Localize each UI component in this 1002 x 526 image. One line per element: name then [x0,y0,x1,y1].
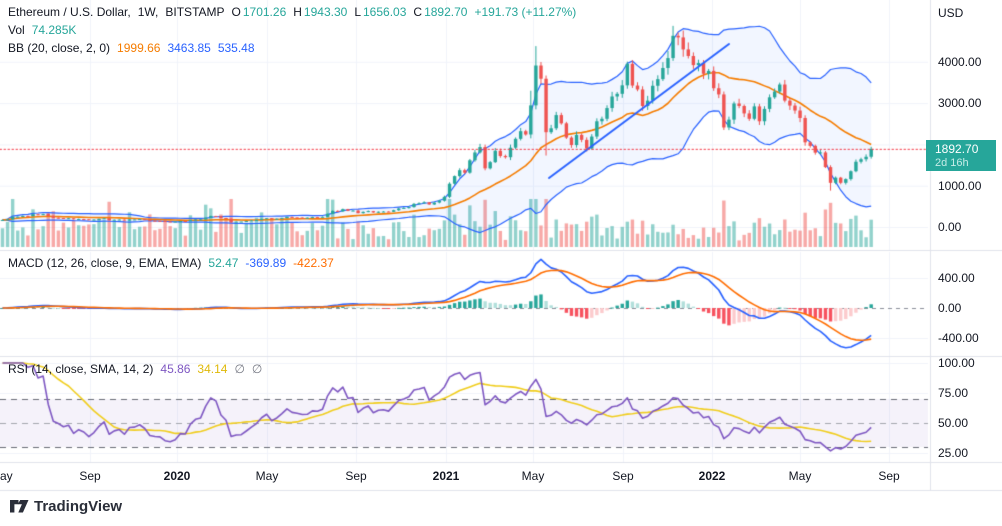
price-axis-tick: 1000.00 [938,178,982,193]
tradingview-logo-text: TradingView [34,498,123,515]
time-axis-tick: Sep [612,469,634,483]
tradingview-logo-icon [10,500,29,513]
current-price-value: 1892.70 [935,142,979,156]
symbol-name: Ethereum / U.S. Dollar, [8,5,131,19]
ohlc-high: H 1943.30 [293,5,348,19]
volume-label: Vol [8,23,25,37]
bollinger-label: BB (20, close, 2, 0) [8,41,111,55]
rsi-legend[interactable]: RSI (14, close, SMA, 14, 2) 45.86 34.14 … [8,362,262,376]
volume-legend[interactable]: Vol 74.285K [8,23,76,37]
symbol-interval: 1W, [137,5,159,19]
rsi-lower-band-value: ∅ [251,362,263,376]
time-axis-tick: May [521,469,545,483]
bar-countdown: 2d 16h [935,157,969,169]
rsi-axis-tick: 50.00 [938,416,969,430]
tradingview-logo[interactable]: TradingView [10,498,122,515]
price-axis-currency: USD [938,6,964,20]
time-axis-tick: Sep [878,469,900,483]
time-axis-tick: Sep [79,469,101,483]
rsi-axis-tick: 25.00 [938,446,969,460]
price-axis-tick: 3000.00 [938,96,982,111]
rsi-upper-band-value: ∅ [234,362,245,376]
ohlc-close: C 1892.70 [413,5,468,19]
bollinger-upper-value: 3463.85 [167,41,211,55]
time-axis-tick: Sep [345,469,367,483]
macd-label: MACD (12, 26, close, 9, EMA, EMA) [8,256,202,270]
macd-hist-value: 52.47 [208,256,239,270]
symbol-exchange: BITSTAMP [165,5,225,19]
time-axis-tick: May [788,469,812,483]
bollinger-basis-value: 1999.66 [117,41,161,55]
symbol-legend[interactable]: Ethereum / U.S. Dollar, 1W, BITSTAMP O 17… [8,5,576,19]
ohlc-low: L 1656.03 [354,5,407,19]
macd-axis-tick: 400.00 [938,271,975,285]
macd-legend[interactable]: MACD (12, 26, close, 9, EMA, EMA) 52.47 … [8,256,334,270]
rsi-value: 45.86 [160,362,191,376]
time-axis-tick: 2022 [698,469,726,483]
macd-signal-value: -422.37 [293,256,334,270]
rsi-axis-tick: 75.00 [938,386,969,400]
bollinger-legend[interactable]: BB (20, close, 2, 0) 1999.66 3463.85 535… [8,41,255,55]
price-change: +191.73 (+11.27%) [474,5,577,19]
ohlc-open: O 1701.26 [231,5,287,19]
current-price-label: 1892.70 2d 16h [926,140,996,171]
time-axis-tick: 2021 [432,469,460,483]
time-axis-tick: 2020 [163,469,191,483]
rsi-label: RSI (14, close, SMA, 14, 2) [8,362,154,376]
bollinger-lower-value: 535.48 [217,41,255,55]
rsi-axis-tick: 100.00 [938,356,975,370]
macd-axis-tick: 0.00 [938,301,962,315]
macd-line-value: -369.89 [245,256,287,270]
time-axis-tick: ay [0,469,13,483]
time-axis-tick: May [255,469,279,483]
volume-value: 74.285K [31,23,77,37]
price-axis-tick: 0.00 [938,220,962,234]
macd-axis-tick: -400.00 [938,331,979,345]
rsi-ma-value: 34.14 [197,362,228,376]
price-axis-tick: 4000.00 [938,54,982,69]
